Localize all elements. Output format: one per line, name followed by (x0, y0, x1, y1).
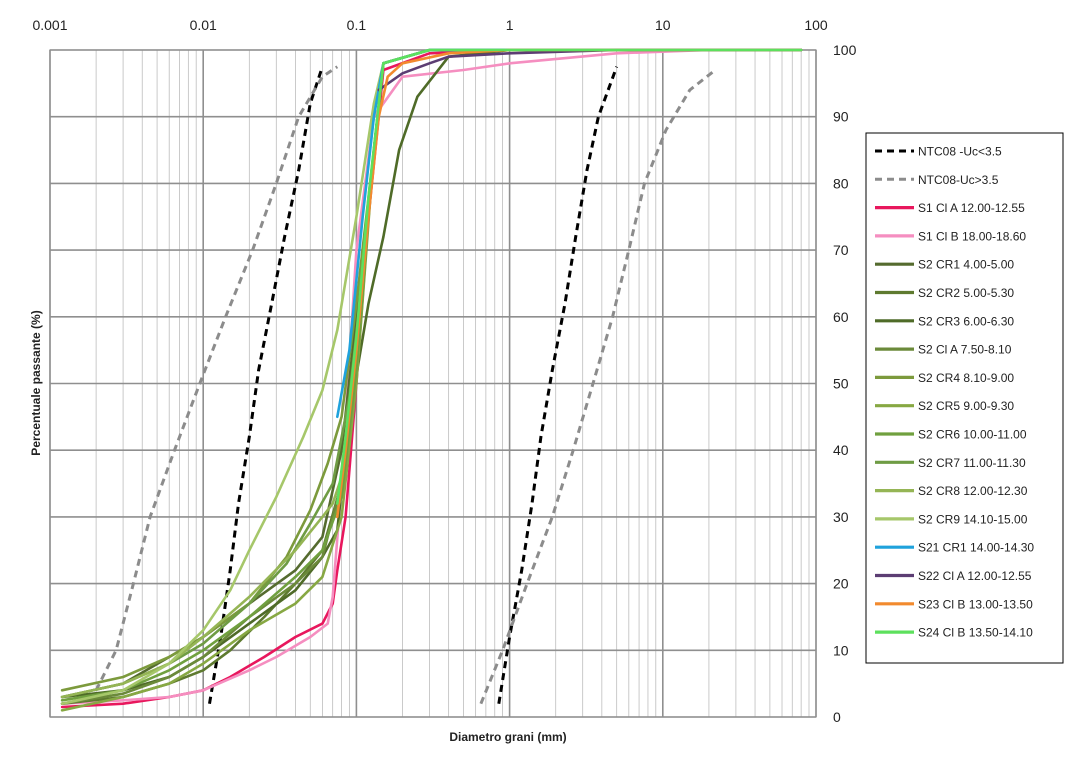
legend-label: S2 CR7 11.00-11.30 (918, 456, 1026, 470)
y-tick-label: 10 (833, 642, 849, 658)
x-tick-label: 0.01 (190, 17, 217, 33)
series-line (94, 65, 339, 691)
legend-label: S2 CR4 8.10-9.00 (918, 371, 1014, 385)
x-tick-label: 100 (804, 17, 828, 33)
legend-label: S2 CR2 5.00-5.30 (918, 286, 1014, 300)
series-line (336, 48, 803, 519)
grid (49, 49, 817, 718)
y-tick-label: 100 (833, 42, 857, 58)
x-tick-label: 1 (506, 17, 514, 33)
legend-label: S1 Cl B 18.00-18.60 (918, 229, 1026, 243)
y-tick-label: 60 (833, 309, 849, 325)
y-tick-label: 80 (833, 175, 849, 191)
series-line (336, 48, 803, 505)
x-axis-title: Diametro grani (mm) (449, 730, 566, 744)
series-line (479, 68, 717, 705)
series-line (208, 66, 324, 704)
legend-label: S2 CR9 14.10-15.00 (918, 512, 1028, 526)
series-line (60, 48, 803, 705)
legend-label: S22 Cl A 12.00-12.55 (918, 569, 1032, 583)
legend-label: S21 CR1 14.00-14.30 (918, 541, 1034, 555)
legend-label: NTC08 -Uc<3.5 (918, 145, 1002, 159)
y-tick-label: 90 (833, 109, 849, 125)
y-axis-title: Percentuale passante (%) (29, 310, 43, 455)
y-tick-label: 30 (833, 509, 849, 525)
x-tick-label: 0.001 (32, 17, 67, 33)
axes: Diametro grani (mm) Percentuale passante… (29, 17, 857, 744)
legend-label: S23 Cl B 13.00-13.50 (918, 597, 1033, 611)
x-tick-label: 10 (655, 17, 671, 33)
y-tick-label: 70 (833, 242, 849, 258)
y-tick-label: 40 (833, 442, 849, 458)
legend-label: S2 CR5 9.00-9.30 (918, 399, 1014, 413)
legend-label: S2 CR6 10.00-11.00 (918, 428, 1027, 442)
y-tick-label: 20 (833, 576, 849, 592)
legend-label: S2 Cl A 7.50-8.10 (918, 343, 1012, 357)
series-line (497, 66, 619, 704)
legend: NTC08 -Uc<3.5 NTC08-Uc>3.5 S1 Cl A 12.00-1… (865, 132, 1064, 664)
y-tick-label: 50 (833, 376, 849, 392)
series-group (60, 48, 803, 712)
legend-label: S1 Cl A 12.00-12.55 (918, 201, 1025, 215)
legend-label: S2 CR3 6.00-6.30 (918, 314, 1014, 328)
legend-label: S24 Cl B 13.50-14.10 (918, 626, 1033, 640)
y-tick-label: 0 (833, 709, 841, 725)
legend-label: S2 CR1 4.00-5.00 (918, 258, 1014, 272)
legend-label: S2 CR8 12.00-12.30 (918, 484, 1028, 498)
legend-label: NTC08-Uc>3.5 (918, 173, 999, 187)
x-tick-label: 0.1 (347, 17, 367, 33)
